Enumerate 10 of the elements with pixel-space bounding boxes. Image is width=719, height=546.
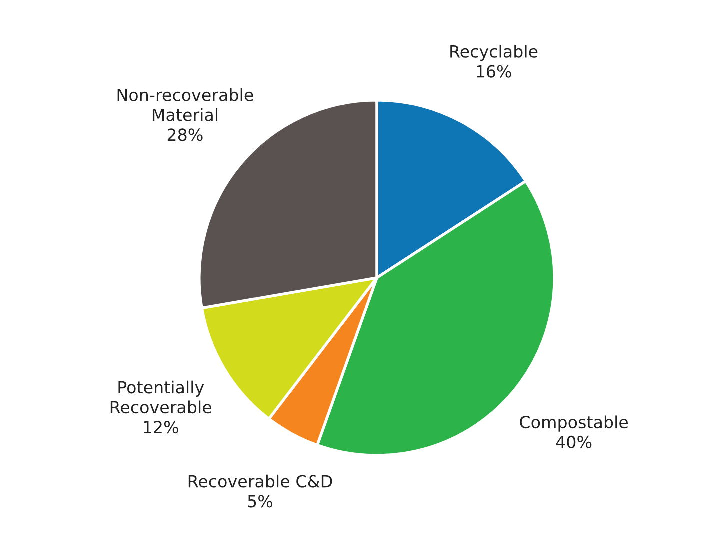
slice-label: Recyclable bbox=[450, 45, 538, 62]
data-label: 12% bbox=[144, 421, 178, 434]
data-label: 28% bbox=[168, 128, 203, 142]
data-label: 16% bbox=[477, 65, 512, 78]
slice-label: Compostable bbox=[520, 416, 628, 432]
slice-label: Potentially Recoverable bbox=[110, 380, 212, 414]
slice-label: Recoverable C&D bbox=[188, 474, 332, 488]
slice-label: Non-recoverable Material bbox=[118, 88, 254, 122]
data-label: 5% bbox=[248, 495, 273, 508]
data-label: 40% bbox=[556, 436, 592, 449]
